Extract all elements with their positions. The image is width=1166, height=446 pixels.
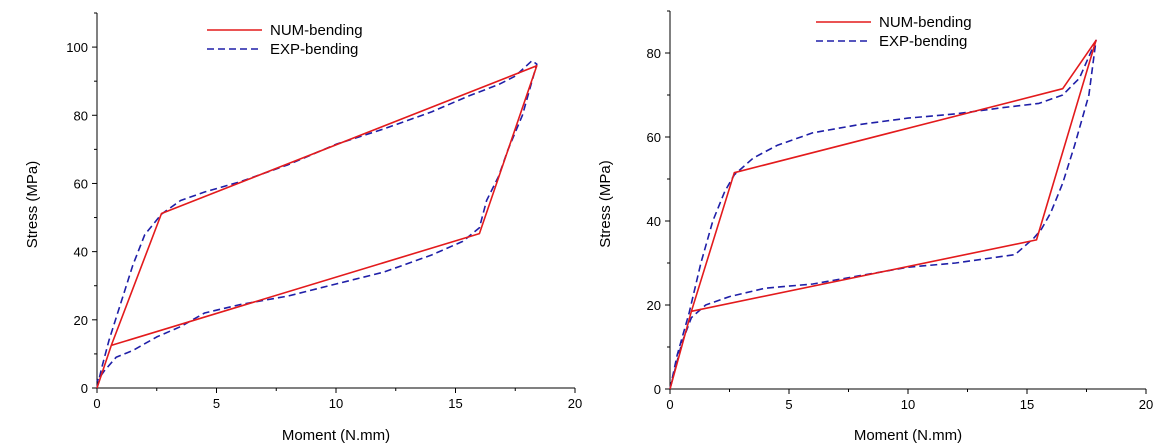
y-axis-title: Stress (MPa) bbox=[597, 160, 614, 248]
y-tick-label: 0 bbox=[654, 382, 661, 397]
series-line-exp-bending bbox=[669, 39, 1097, 390]
y-tick-label: 40 bbox=[74, 245, 88, 260]
x-tick-label: 5 bbox=[213, 396, 220, 411]
x-tick-label: 20 bbox=[1139, 397, 1153, 412]
series-line-num-bending bbox=[96, 65, 538, 389]
y-tick-label: 80 bbox=[647, 46, 661, 61]
y-tick-label: 20 bbox=[74, 313, 88, 328]
y-tick-label: 60 bbox=[74, 176, 88, 191]
x-axis-title: Moment (N.mm) bbox=[854, 427, 962, 444]
x-tick-label: 5 bbox=[785, 397, 792, 412]
x-tick-label: 20 bbox=[568, 396, 582, 411]
legend: NUM-bending EXP-bending bbox=[207, 22, 363, 58]
y-tick-label: 60 bbox=[647, 130, 661, 145]
x-tick-label: 0 bbox=[93, 396, 100, 411]
y-tick-label: 100 bbox=[66, 40, 88, 55]
x-tick-label: 15 bbox=[1020, 397, 1034, 412]
series-line-exp-bending bbox=[96, 59, 538, 389]
legend: NUM-bending EXP-bending bbox=[816, 14, 972, 50]
chart-panel-2: 0 5 10 15 20 0 20 40 60 80 Moment (N.mm) Stress (MP… bbox=[597, 10, 1153, 444]
x-tick-label: 0 bbox=[666, 397, 673, 412]
legend-label: NUM-bending bbox=[879, 14, 972, 31]
y-tick-label: 0 bbox=[81, 381, 88, 396]
chart-panel-1: 0 5 10 15 20 0 20 40 60 80 100 Moment (N.mm) Stress … bbox=[24, 12, 582, 444]
x-axis-title: Moment (N.mm) bbox=[282, 427, 390, 444]
x-tick-label: 15 bbox=[448, 396, 462, 411]
series-line-num-bending bbox=[669, 39, 1097, 390]
y-tick-label: 80 bbox=[74, 108, 88, 123]
legend-label: EXP-bending bbox=[270, 41, 358, 58]
legend-label: EXP-bending bbox=[879, 33, 967, 50]
y-tick-label: 20 bbox=[647, 298, 661, 313]
x-tick-label: 10 bbox=[329, 396, 343, 411]
y-tick-label: 40 bbox=[647, 214, 661, 229]
x-tick-label: 10 bbox=[901, 397, 915, 412]
legend-label: NUM-bending bbox=[270, 22, 363, 39]
y-axis-title: Stress (MPa) bbox=[24, 161, 41, 249]
